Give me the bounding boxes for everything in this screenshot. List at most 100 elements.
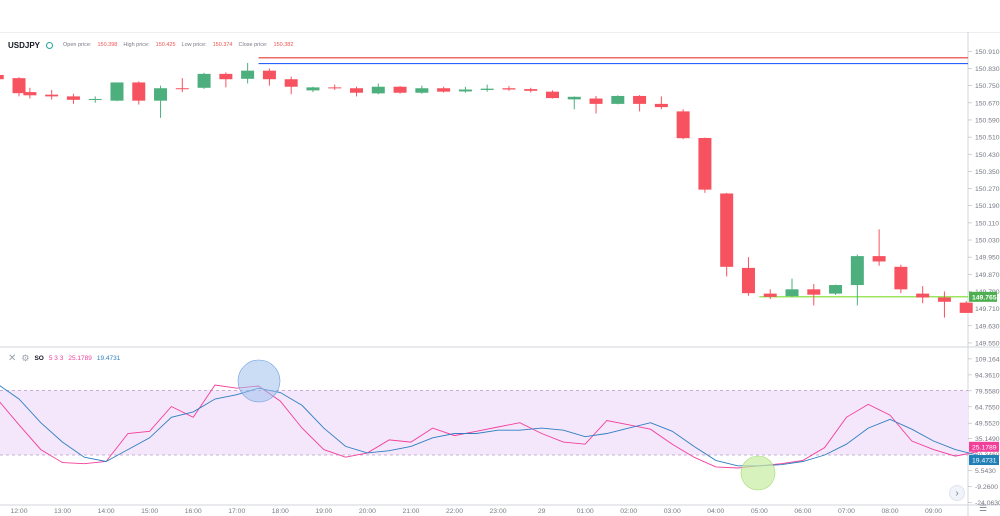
indicator-tick-label: 49.5520 — [975, 421, 1000, 428]
candle-body — [197, 73, 211, 88]
time-tick-label: 14:00 — [98, 508, 115, 515]
candle-body — [23, 92, 37, 96]
time-tick-label: 01:00 — [577, 508, 594, 515]
candle-body — [829, 285, 843, 294]
price-tick-label: 150.510 — [975, 135, 1000, 142]
time-tick-label: 22:00 — [446, 508, 463, 515]
candle-body — [741, 267, 755, 294]
d-value: 19.4731 — [96, 354, 121, 362]
low-value: 150.374 — [212, 42, 233, 48]
time-tick-label: 20:00 — [359, 508, 376, 515]
price-axis: 150.910 150.830 150.750 150.670 150.590 150.5… — [968, 49, 1000, 507]
time-tick-label: 18:00 — [272, 508, 289, 515]
price-tick-label: 150.670 — [975, 100, 1000, 107]
indicator-tick-label: 79.5580 — [975, 388, 1000, 395]
candle-body — [807, 289, 821, 295]
candle-body — [437, 88, 451, 92]
price-label-bg — [969, 291, 997, 302]
time-axis: 12:00 13:00 14:00 15:00 16:00 17:00 18:00 19:00… — [10, 508, 942, 515]
indicator-tick-label: -24.0630 — [975, 500, 1000, 507]
time-tick-label: 08:00 — [881, 508, 898, 515]
time-tick-label: 09:00 — [925, 508, 942, 515]
d-line — [0, 385, 978, 467]
candle-body — [959, 302, 973, 313]
price-tick-label: 149.950 — [975, 255, 1000, 262]
candlestick-chart — [0, 57, 973, 318]
candle-body — [284, 79, 298, 87]
candle-body — [676, 111, 690, 139]
symbol-name[interactable]: USDJPY — [8, 40, 41, 50]
time-tick-label: 07:00 — [838, 508, 855, 515]
indicator-legend: ✕ ⚙ SO 5 3 3 25.1789 19.4731 — [8, 351, 120, 365]
sliders-icon[interactable]: ☰ — [978, 502, 988, 513]
high-value: 150.425 — [155, 42, 176, 48]
time-tick-label: 06:00 — [794, 508, 811, 515]
candle-body — [611, 95, 625, 104]
candle-body — [567, 96, 581, 100]
candle-body — [371, 86, 385, 94]
close-icon[interactable]: ✕ — [8, 352, 17, 364]
candle-body — [110, 82, 124, 101]
time-tick-label: 19:00 — [315, 508, 332, 515]
candle-body — [241, 70, 255, 79]
low-label: Low price: — [181, 42, 207, 48]
overbought-highlight-circle — [237, 359, 281, 403]
price-tick-label: 150.350 — [975, 169, 1000, 176]
candle-body — [0, 74, 4, 80]
time-tick-label: 12:00 — [10, 508, 27, 515]
high-label: High price: — [123, 42, 150, 48]
time-tick-label: 04:00 — [707, 508, 724, 515]
k-line — [0, 384, 978, 469]
gear-icon[interactable]: ⚙ — [21, 352, 30, 363]
clock-icon — [46, 41, 54, 49]
time-tick-label: 02:00 — [620, 508, 637, 515]
k-value: 25.1789 — [68, 354, 92, 362]
price-tick-label: 150.030 — [975, 238, 1000, 245]
candle-body — [916, 293, 930, 298]
indicator-tick-label: 109.1640 — [975, 356, 1000, 363]
candle-body — [894, 266, 908, 290]
time-tick-label: 13:00 — [54, 508, 71, 515]
indicator-params: 5 3 3 — [48, 354, 64, 362]
price-tick-label: 149.550 — [975, 340, 1000, 347]
price-tick-label: 150.830 — [975, 66, 1000, 73]
price-tick-label: 150.270 — [975, 186, 1000, 193]
candle-body — [545, 91, 559, 99]
k-value-label-bg — [969, 441, 999, 452]
candle-body — [415, 88, 429, 93]
candle-body — [12, 78, 26, 94]
top-toolbar — [0, 0, 1000, 33]
price-tick-label: 150.590 — [975, 117, 1000, 124]
price-tick-label: 150.910 — [975, 49, 1000, 56]
time-tick-label: 15:00 — [141, 508, 158, 515]
open-label: Open price: — [63, 42, 92, 48]
time-tick-label: 29 — [538, 508, 546, 515]
price-tick-label: 150.750 — [975, 83, 1000, 90]
candle-body — [154, 88, 168, 101]
candle-body — [458, 89, 472, 92]
overbought-oversold-band — [0, 390, 968, 456]
candle-body — [937, 297, 951, 302]
price-tick-label: 149.710 — [975, 306, 1000, 313]
candle-body — [328, 87, 342, 89]
candle-body — [132, 82, 146, 101]
price-tick-label: 150.430 — [975, 152, 1000, 159]
close-label: Close price: — [238, 42, 268, 48]
price-tick-label: 149.630 — [975, 323, 1000, 330]
time-tick-label: 03:00 — [664, 508, 681, 515]
symbol-legend: USDJPY Open price: 150.398 High price: 1… — [8, 38, 293, 52]
indicator-name: SO — [34, 354, 44, 362]
candle-body — [698, 137, 712, 190]
price-label: 149.765 — [972, 294, 997, 301]
candle-body — [219, 73, 233, 80]
indicator-tick-label: 64.7550 — [975, 404, 1000, 411]
candle-body — [45, 94, 59, 97]
candle-body — [524, 89, 538, 91]
indicator-tick-label: -9.2600 — [975, 484, 998, 491]
time-tick-label: 21:00 — [402, 508, 419, 515]
chevron-right-icon[interactable]: › — [949, 485, 965, 501]
time-tick-label: 16:00 — [185, 508, 202, 515]
candle-body — [502, 88, 516, 90]
time-tick-label: 17:00 — [228, 508, 245, 515]
